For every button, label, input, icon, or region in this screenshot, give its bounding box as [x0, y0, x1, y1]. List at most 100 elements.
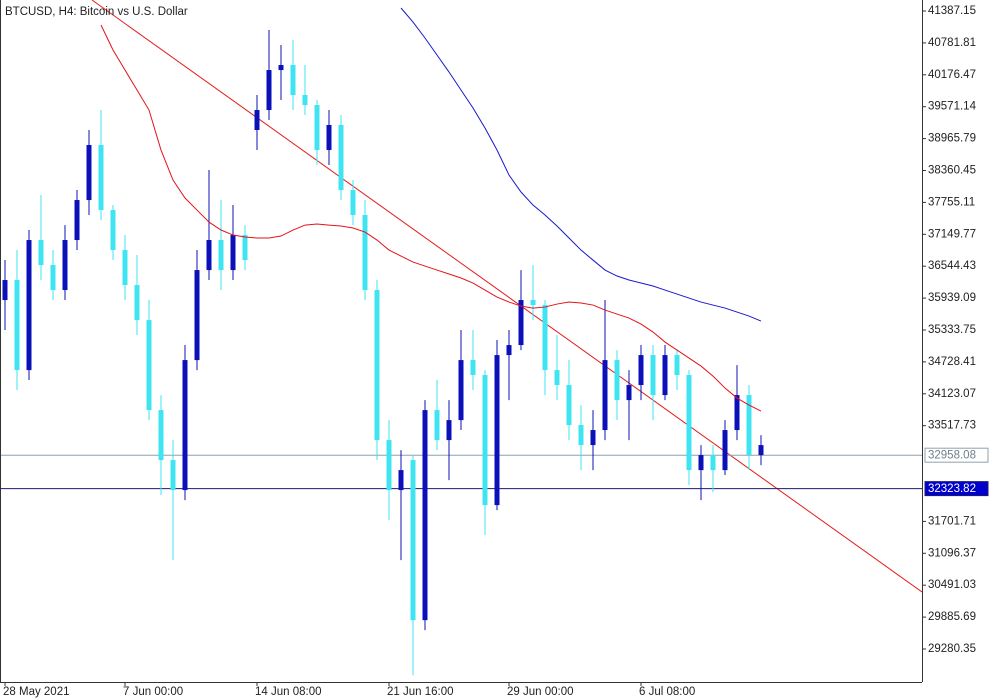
candle-body: [470, 360, 476, 376]
candle-body: [326, 124, 332, 151]
y-tick-label: 37755.11: [928, 196, 975, 208]
candle-body: [530, 300, 536, 306]
candle-body: [506, 345, 512, 356]
chart-title: BTCUSD, H4: Bitcoin vs U.S. Dollar: [5, 6, 188, 18]
moving-average: [400, 7, 762, 322]
candle-body: [266, 70, 272, 111]
plot-area: [0, 0, 922, 676]
candle-body: [14, 280, 20, 371]
price-label: 32958.08: [928, 450, 976, 462]
candle-body: [410, 460, 416, 621]
candle-body: [518, 300, 524, 346]
x-tick-label: 21 Jun 16:00: [387, 686, 454, 698]
moving-average: [100, 24, 762, 412]
candle-body: [218, 240, 224, 271]
candle-body: [722, 430, 728, 471]
candle-body: [698, 455, 704, 471]
y-tick-label: 41387.15: [928, 5, 976, 17]
candle-body: [194, 270, 200, 361]
x-tick-label: 29 Jun 00:00: [507, 686, 574, 698]
candle-body: [542, 305, 548, 371]
candle-body: [590, 430, 596, 446]
y-tick-label: 36544.43: [928, 260, 976, 272]
candle-body: [626, 385, 632, 401]
y-tick-label: 37149.77: [928, 228, 976, 240]
candle-body: [614, 360, 620, 401]
candle-body: [434, 410, 440, 441]
candle-body: [62, 240, 68, 291]
candle-body: [638, 355, 644, 386]
y-tick-label: 40781.81: [928, 37, 976, 49]
y-tick-label: 30491.03: [928, 579, 976, 591]
candle-body: [482, 375, 488, 506]
candle-body: [710, 455, 716, 471]
y-tick-label: 29280.35: [928, 643, 976, 655]
candle-body: [254, 110, 260, 130]
y-tick-label: 39571.14: [928, 101, 977, 113]
y-tick-label: 38360.45: [928, 165, 976, 177]
candle-body: [662, 355, 668, 396]
candle-body: [26, 240, 32, 371]
y-tick-label: 33517.73: [928, 420, 976, 432]
candle-body: [50, 265, 56, 291]
candle-body: [686, 375, 692, 471]
candle-body: [146, 320, 152, 411]
price-label: 32323.82: [928, 483, 976, 495]
candle-body: [74, 200, 80, 241]
candle-body: [362, 215, 368, 291]
candle-body: [182, 360, 188, 491]
y-tick-label: 35939.09: [928, 292, 976, 304]
x-tick-label: 6 Jul 08:00: [639, 686, 695, 698]
candle-body: [278, 65, 284, 71]
x-tick-label: 28 May 2021: [3, 686, 70, 698]
price-label-box: [924, 481, 989, 497]
y-tick-label: 35333.75: [928, 324, 976, 336]
trend-line: [91, 0, 922, 593]
candle-body: [458, 360, 464, 421]
candle-body: [494, 355, 500, 506]
candle-body: [386, 440, 392, 491]
price-label-box: [924, 447, 989, 463]
y-tick-label: 34123.07: [928, 388, 976, 400]
y-tick-label: 34728.41: [928, 356, 976, 368]
candle-body: [554, 370, 560, 386]
candle-body: [230, 235, 236, 271]
candle-body: [38, 240, 44, 266]
candle-body: [602, 360, 608, 431]
y-tick-label: 40176.47: [928, 69, 976, 81]
candle-body: [110, 210, 116, 251]
candle-body: [86, 145, 92, 201]
candle-body: [134, 285, 140, 321]
candle-body: [422, 410, 428, 621]
candle-body: [170, 460, 176, 491]
candle-body: [374, 290, 380, 441]
candle-body: [206, 240, 212, 271]
candle-body: [746, 395, 752, 456]
candle-body: [314, 105, 320, 151]
candle-body: [578, 425, 584, 446]
candle-body: [350, 190, 356, 216]
y-tick-label: 31096.37: [928, 547, 976, 559]
candle-body: [242, 235, 248, 261]
candle-body: [290, 65, 296, 96]
x-tick-label: 7 Jun 00:00: [123, 686, 183, 698]
candle-body: [338, 124, 344, 191]
candle-body: [98, 145, 104, 211]
candle-body: [122, 250, 128, 286]
y-tick-label: 38965.79: [928, 133, 976, 145]
candle-body: [2, 280, 8, 301]
candle-body: [446, 420, 452, 441]
candle-body: [758, 445, 764, 456]
candle-body: [734, 395, 740, 431]
y-tick-label: 29885.69: [928, 611, 976, 623]
x-tick-label: 14 Jun 08:00: [255, 686, 322, 698]
candle-body: [650, 355, 656, 396]
candle-body: [158, 410, 164, 461]
candle-body: [302, 95, 308, 106]
candle-body: [566, 385, 572, 426]
y-tick-label: 31701.71: [928, 515, 976, 527]
candle-body: [398, 470, 404, 491]
